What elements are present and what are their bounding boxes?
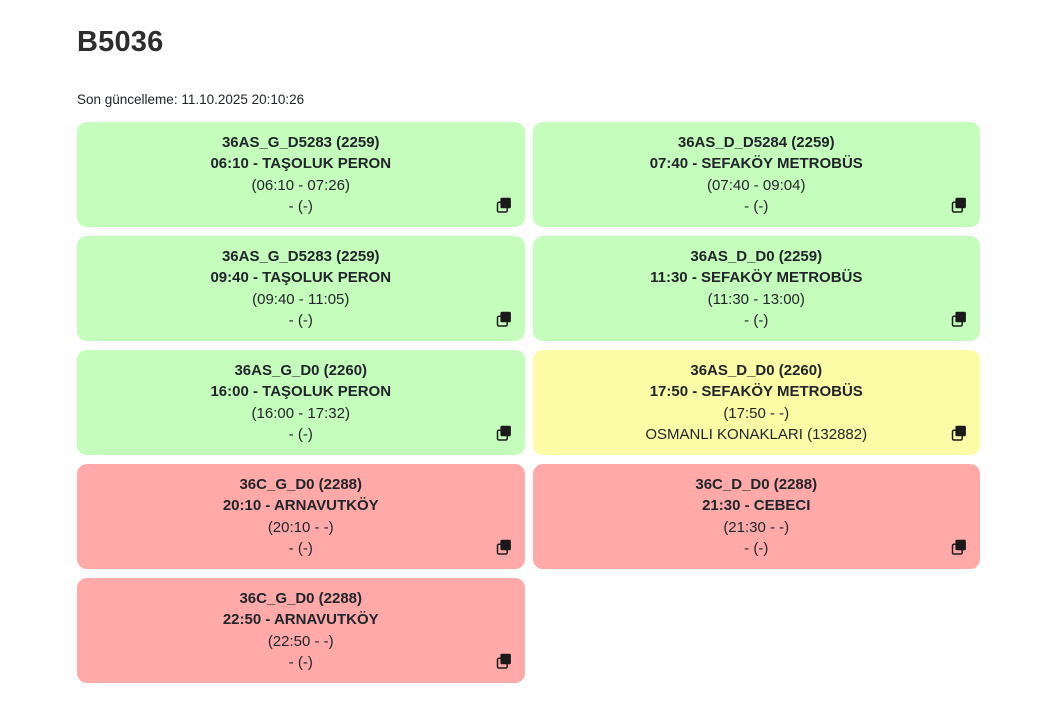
trip-time-range: (11:30 - 13:00) — [707, 290, 805, 308]
copy-icon — [496, 539, 511, 555]
trip-time-range: (09:40 - 11:05) — [252, 290, 350, 308]
trip-departure: 17:50 - SEFAKÖY METROBÜS — [649, 383, 863, 400]
trip-card: 36C_G_D0 (2288) 20:10 - ARNAVUTKÖY (20:1… — [77, 464, 525, 569]
trip-departure: 16:00 - TAŞOLUK PERON — [210, 383, 392, 400]
trip-code: 36AS_G_D5283 (2259) — [221, 133, 380, 151]
last-update-text: Son güncelleme: 11.10.2025 20:10:26 — [77, 92, 305, 107]
page-container: B5036 Son güncelleme: 11.10.2025 20:10:2… — [77, 26, 980, 683]
trip-card: 36AS_G_D0 (2260) 16:00 - TAŞOLUK PERON (… — [77, 350, 525, 455]
trip-card: 36AS_G_D5283 (2259) 09:40 - TAŞOLUK PERO… — [77, 236, 525, 341]
copy-button[interactable] — [495, 424, 513, 442]
copy-icon — [951, 539, 966, 555]
copy-button[interactable] — [950, 310, 968, 328]
trip-code: 36C_G_D0 (2288) — [239, 589, 363, 607]
trip-code: 36AS_G_D5283 (2259) — [221, 247, 380, 265]
trip-code: 36AS_G_D0 (2260) — [234, 361, 368, 379]
trip-card: 36C_G_D0 (2288) 22:50 - ARNAVUTKÖY (22:5… — [77, 578, 525, 683]
trip-code: 36C_D_D0 (2288) — [695, 475, 818, 493]
trip-card: 36AS_D_D5284 (2259) 07:40 - SEFAKÖY METR… — [532, 122, 980, 227]
copy-button[interactable] — [495, 310, 513, 328]
trip-card-grid: 36AS_G_D5283 (2259) 06:10 - TAŞOLUK PERO… — [77, 122, 980, 683]
copy-icon — [496, 653, 511, 669]
trip-code: 36AS_D_D0 (2259) — [690, 247, 823, 265]
trip-extra-info: OSMANLI KONAKLARI (132882) — [645, 426, 868, 443]
trip-time-range: (22:50 - -) — [267, 632, 334, 650]
trip-time-range: (20:10 - -) — [267, 518, 334, 536]
copy-icon — [496, 311, 511, 327]
trip-extra-info: - (-) — [288, 654, 313, 671]
copy-button[interactable] — [950, 196, 968, 214]
trip-card: 36AS_D_D0 (2260) 17:50 - SEFAKÖY METROBÜ… — [532, 350, 980, 455]
copy-button[interactable] — [950, 424, 968, 442]
trip-departure: 20:10 - ARNAVUTKÖY — [222, 497, 379, 514]
trip-card: 36AS_D_D0 (2259) 11:30 - SEFAKÖY METROBÜ… — [532, 236, 980, 341]
trip-time-range: (21:30 - -) — [723, 518, 790, 536]
trip-time-range: (16:00 - 17:32) — [251, 404, 350, 422]
page-title: B5036 — [77, 26, 164, 58]
trip-time-range: (17:50 - -) — [723, 404, 790, 422]
trip-departure: 21:30 - CEBECI — [702, 497, 811, 514]
trip-extra-info: - (-) — [744, 540, 769, 557]
trip-departure: 11:30 - SEFAKÖY METROBÜS — [650, 269, 863, 286]
copy-icon — [951, 425, 966, 441]
copy-icon — [951, 197, 966, 213]
copy-button[interactable] — [495, 538, 513, 556]
copy-icon — [496, 197, 511, 213]
copy-icon — [951, 311, 966, 327]
trip-card: 36C_D_D0 (2288) 21:30 - CEBECI (21:30 - … — [532, 464, 980, 569]
trip-code: 36AS_D_D0 (2260) — [690, 361, 823, 379]
trip-extra-info: - (-) — [744, 312, 769, 329]
copy-button[interactable] — [495, 652, 513, 670]
trip-extra-info: - (-) — [288, 198, 313, 215]
trip-time-range: (06:10 - 07:26) — [251, 176, 350, 194]
trip-card: 36AS_G_D5283 (2259) 06:10 - TAŞOLUK PERO… — [77, 122, 525, 227]
trip-departure: 06:10 - TAŞOLUK PERON — [210, 155, 392, 172]
trip-extra-info: - (-) — [288, 426, 313, 443]
trip-extra-info: - (-) — [744, 198, 769, 215]
trip-departure: 07:40 - SEFAKÖY METROBÜS — [649, 155, 863, 172]
trip-extra-info: - (-) — [288, 312, 313, 329]
copy-icon — [496, 425, 511, 441]
copy-button[interactable] — [950, 538, 968, 556]
trip-extra-info: - (-) — [288, 540, 313, 557]
trip-code: 36AS_D_D5284 (2259) — [677, 133, 835, 151]
trip-departure: 22:50 - ARNAVUTKÖY — [222, 611, 379, 628]
trip-departure: 09:40 - TAŞOLUK PERON — [210, 269, 392, 286]
trip-code: 36C_G_D0 (2288) — [239, 475, 363, 493]
trip-time-range: (07:40 - 09:04) — [707, 176, 806, 194]
copy-button[interactable] — [495, 196, 513, 214]
